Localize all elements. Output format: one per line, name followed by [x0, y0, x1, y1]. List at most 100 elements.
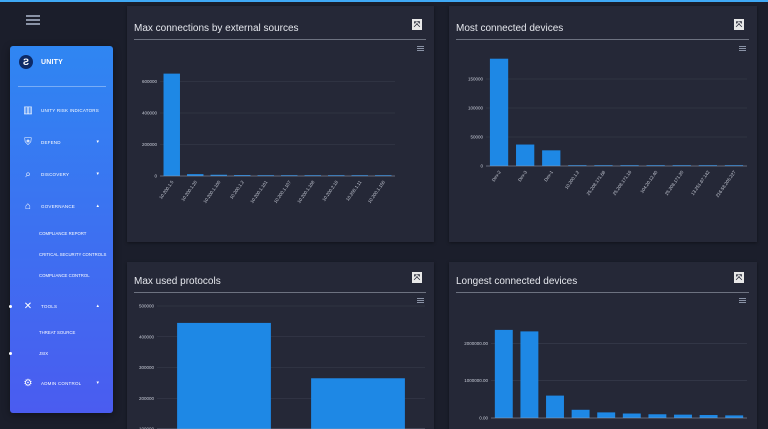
chart-menu-icon[interactable]: [739, 297, 746, 304]
bar[interactable]: [674, 414, 692, 418]
chevron-up-icon: ▴: [96, 303, 99, 309]
bar-chart-longest-connected: 0.00 1000000.00 2000000.00: [464, 329, 747, 421]
y-tick-label: 100000: [468, 106, 484, 111]
sidebar-item-label: ADMIN CONTROL: [41, 380, 82, 386]
sidebar-item-label: UNITY RISK INDICATORS: [41, 107, 99, 113]
sidebar-subitem-jsix[interactable]: JSIX: [39, 351, 49, 356]
sidebar-item-risk-indicators[interactable]: ▥ UNITY RISK INDICATORS: [10, 102, 113, 118]
bar[interactable]: [571, 409, 590, 418]
sidebar: Ƨ UNITY ▥ UNITY RISK INDICATORS ⛨ DEFEND…: [9, 46, 113, 413]
bar[interactable]: [210, 174, 227, 176]
panel-most-connected: Most connected devices ⤧ 0 50000 100000 150…: [449, 6, 757, 242]
bar[interactable]: [234, 175, 251, 176]
bar[interactable]: [568, 165, 587, 166]
x-tick-label: Dev-1: [543, 169, 554, 182]
bar[interactable]: [648, 414, 667, 418]
expand-icon[interactable]: ⤧: [412, 19, 422, 30]
x-tick-label: Dev-3: [517, 169, 528, 182]
bar[interactable]: [699, 415, 718, 418]
brand[interactable]: Ƨ UNITY: [19, 55, 63, 69]
panel-title: Max connections by external sources: [134, 23, 299, 34]
sidebar-item-label: DEFEND: [41, 139, 61, 145]
brand-label: UNITY: [41, 58, 63, 66]
bar[interactable]: [177, 322, 271, 429]
y-tick-label: 500000: [139, 304, 155, 309]
bar[interactable]: [597, 412, 616, 418]
bar[interactable]: [542, 150, 561, 166]
bar[interactable]: [351, 175, 368, 176]
panel-title: Most connected devices: [456, 23, 564, 34]
bar-chart-most-connected: 0 50000 100000 150000 Dev-2 Dev-3 Dev-1 10.200.…: [468, 58, 747, 198]
bar[interactable]: [328, 175, 345, 176]
sidebar-subitem-critical-security-controls[interactable]: CRITICAL SECURITY CONTROLS: [39, 252, 107, 257]
y-tick-label: 600000: [142, 79, 158, 84]
x-tick-label: 216.58.205.227: [715, 169, 737, 198]
bar[interactable]: [646, 165, 665, 166]
settings-icon: ⚙: [23, 377, 33, 389]
bar[interactable]: [375, 175, 392, 176]
y-tick-label: 200000: [142, 142, 158, 147]
expand-icon[interactable]: ⤧: [734, 272, 744, 283]
sidebar-item-discovery[interactable]: ⌕ DISCOVERY ▾: [10, 166, 113, 182]
panel-title: Longest connected devices: [456, 276, 578, 287]
sidebar-subitem-threat-source[interactable]: THREAT SOURCE: [39, 330, 76, 335]
y-tick-label: 50000: [470, 135, 483, 140]
bar[interactable]: [725, 415, 744, 418]
bar[interactable]: [163, 73, 180, 176]
sidebar-subitem-compliance-report[interactable]: COMPLIANCE REPORT: [39, 231, 87, 236]
chevron-down-icon: ▾: [96, 380, 99, 386]
panel-max-protocols: Max used protocols ⤧ 100000 200000 300000 4…: [127, 262, 434, 429]
bar[interactable]: [622, 413, 641, 418]
panel-divider: [456, 39, 749, 40]
chart-menu-icon[interactable]: [417, 45, 424, 52]
y-tick-label: 0: [480, 164, 483, 169]
bar[interactable]: [187, 174, 204, 176]
x-tick-label: 10.200.1.20: [180, 179, 198, 202]
bar[interactable]: [546, 395, 564, 418]
unity-logo-icon: Ƨ: [19, 55, 33, 69]
bar[interactable]: [516, 144, 535, 166]
expand-icon[interactable]: ⤧: [734, 19, 744, 30]
bar[interactable]: [724, 165, 744, 166]
sidebar-subitem-compliance-control[interactable]: COMPLIANCE CONTROL: [39, 273, 90, 278]
sidebar-item-admin-control[interactable]: ⚙ ADMIN CONTROL ▾: [10, 375, 113, 391]
bar[interactable]: [311, 378, 405, 429]
x-tick-label: 13.251.67.142: [690, 169, 711, 196]
sidebar-item-tools[interactable]: ✕ TOOLS ▴: [10, 298, 113, 314]
menu-toggle-icon[interactable]: [26, 13, 40, 27]
expand-icon[interactable]: ⤧: [412, 272, 422, 283]
bar[interactable]: [304, 175, 321, 176]
sidebar-divider: [18, 86, 106, 87]
sidebar-item-label: TOOLS: [41, 303, 58, 309]
x-tick-label: 10.200.2.18: [321, 179, 339, 202]
x-tick-label: 10.200.1.2: [564, 169, 581, 190]
bar[interactable]: [489, 58, 509, 167]
bar[interactable]: [672, 165, 691, 166]
bar[interactable]: [594, 165, 613, 166]
y-tick-label: 100000: [139, 427, 155, 429]
sidebar-item-governance[interactable]: ⌂ GOVERNANCE ▴: [10, 198, 113, 214]
bar-chart-icon: ▥: [23, 104, 33, 116]
y-tick-label: 400000: [142, 111, 158, 116]
top-accent-line: [0, 0, 768, 2]
active-indicator-dot: [9, 352, 12, 355]
institution-icon: ⌂: [24, 200, 32, 212]
y-tick-label: 0: [154, 174, 157, 179]
bar[interactable]: [698, 165, 717, 166]
bar[interactable]: [281, 175, 298, 176]
y-tick-label: 0.00: [479, 416, 488, 421]
bar[interactable]: [494, 329, 513, 418]
x-tick-label: 10.200.1.101: [249, 179, 268, 204]
x-tick-label: 104.20.12.40: [639, 169, 658, 194]
tools-icon: ✕: [23, 300, 33, 312]
chart-menu-icon[interactable]: [739, 45, 746, 52]
bar-chart-max-connections: 0 200000 400000 600000 10.200.1.5 10.200.1.20…: [142, 73, 395, 204]
sidebar-item-label: GOVERNANCE: [41, 203, 76, 209]
chevron-down-icon: ▾: [96, 139, 99, 145]
bar-chart-max-protocols: 100000 200000 300000 400000 500000: [139, 304, 425, 429]
bar[interactable]: [257, 175, 274, 176]
chart-menu-icon[interactable]: [417, 297, 424, 304]
bar[interactable]: [620, 165, 639, 166]
sidebar-item-defend[interactable]: ⛨ DEFEND ▾: [10, 134, 113, 150]
bar[interactable]: [520, 331, 539, 418]
